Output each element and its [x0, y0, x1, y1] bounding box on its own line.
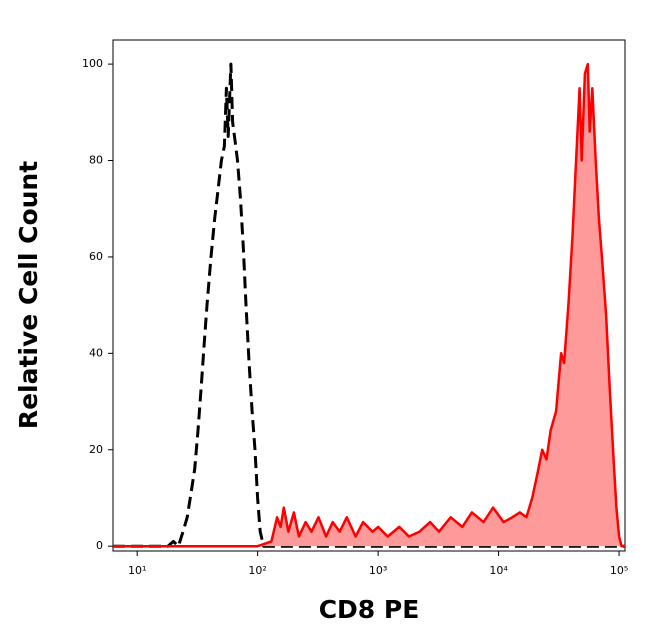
- x-tick-label: 10³: [369, 564, 387, 577]
- y-tick-label: 40: [89, 346, 103, 359]
- y-tick-label: 60: [89, 250, 103, 263]
- histogram-area: [113, 64, 625, 547]
- plot-frame: [112, 39, 626, 552]
- x-tick-label: 10¹: [128, 564, 146, 577]
- y-tick-label: 80: [89, 154, 103, 167]
- y-tick-label: 100: [82, 57, 103, 70]
- histogram-line: [113, 62, 625, 548]
- x-tick-label: 10⁴: [489, 564, 508, 577]
- y-axis-label: Relative Cell Count: [14, 161, 43, 429]
- x-tick-label: 10⁵: [610, 564, 628, 577]
- histogram-line: [113, 62, 625, 548]
- x-axis-label: CD8 PE: [319, 595, 420, 624]
- y-tick-label: 0: [96, 539, 103, 552]
- x-tick-label: 10²: [248, 564, 266, 577]
- y-tick-label: 20: [89, 443, 103, 456]
